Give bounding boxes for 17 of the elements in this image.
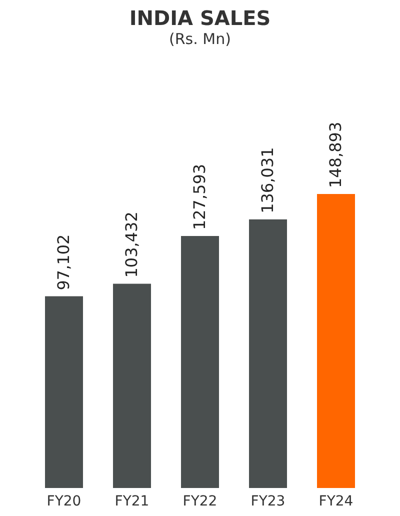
x-tick-label: FY20: [46, 494, 82, 510]
x-tick-label: FY21: [114, 494, 150, 510]
bar: [181, 236, 219, 488]
chart-title: INDIA SALES: [129, 6, 271, 30]
data-label: 127,593: [190, 164, 209, 230]
data-label: 136,031: [258, 147, 277, 214]
data-label: 103,432: [122, 212, 141, 278]
bar: [113, 284, 151, 488]
bar: [45, 296, 83, 488]
bar: [249, 219, 287, 488]
chart-subtitle: (Rs. Mn): [169, 30, 231, 48]
x-tick-label: FY22: [182, 494, 218, 510]
data-label: 148,893: [326, 122, 345, 188]
x-tick-label: FY24: [318, 494, 354, 510]
data-label: 97,102: [54, 234, 73, 290]
bar: [317, 194, 355, 488]
x-tick-label: FY23: [250, 494, 286, 510]
